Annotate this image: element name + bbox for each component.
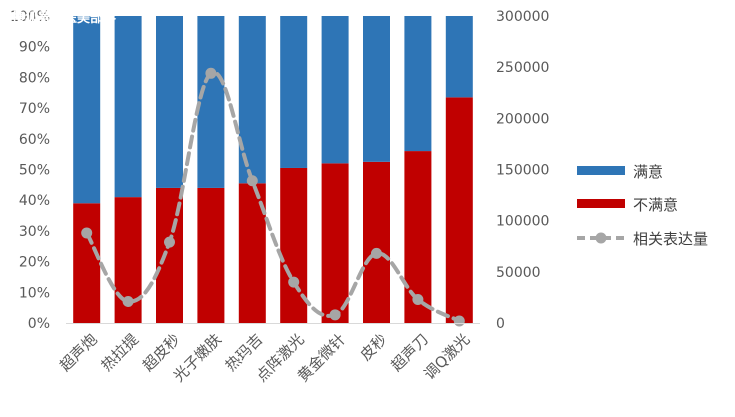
right-tick-label: 150000	[496, 163, 549, 179]
line-marker	[246, 175, 258, 187]
bar-dissatisfied	[73, 203, 101, 323]
bar-satisfied	[445, 16, 473, 98]
line-marker	[288, 276, 300, 288]
left-tick-label: 0%	[28, 316, 50, 332]
line-marker	[81, 227, 93, 239]
bar-satisfied	[73, 16, 101, 204]
legend: 满意 不满意 相关表达量	[577, 163, 708, 248]
line-series-group	[81, 67, 465, 327]
bar-dissatisfied	[445, 97, 473, 323]
line-marker	[205, 67, 217, 79]
left-tick-label: 30%	[19, 224, 50, 240]
bar-satisfied	[363, 16, 390, 162]
bar-satisfied	[404, 16, 432, 152]
left-tick-label: 40%	[19, 193, 50, 209]
right-tick-label: 300000	[496, 9, 549, 25]
right-tick-label: 50000	[496, 265, 541, 281]
bar-satisfied	[280, 16, 308, 168]
legend-swatch-dissatisfied	[577, 199, 625, 208]
legend-label-line: 相关表达量	[633, 230, 708, 248]
line-marker	[371, 247, 382, 259]
right-tick-label: 200000	[496, 111, 549, 127]
line-marker	[164, 236, 175, 248]
line-marker	[453, 315, 465, 327]
legend-label-satisfied: 满意	[633, 163, 663, 181]
line-marker	[412, 293, 424, 305]
right-tick-label: 250000	[496, 60, 549, 76]
legend-swatch-satisfied	[577, 166, 625, 175]
left-tick-label: 20%	[19, 255, 50, 271]
left-y-axis: 0% 10% 20% 30% 40% 50% 60% 70% 80% 90% 100%	[10, 9, 50, 332]
bar-satisfied	[156, 16, 183, 188]
category-label: 皮秒	[357, 330, 391, 364]
bars-group	[73, 16, 473, 323]
left-tick-label: 80%	[19, 70, 50, 86]
line-marker	[122, 296, 134, 308]
category-label: 调Q激光	[420, 330, 473, 383]
category-label: 超声炮	[56, 330, 101, 375]
left-tick-label: 60%	[19, 132, 50, 148]
left-tick-label: 100%	[10, 9, 50, 25]
line-path	[84, 70, 462, 323]
bar-satisfied	[197, 16, 225, 188]
left-tick-label: 50%	[19, 163, 50, 179]
bar-dissatisfied	[321, 163, 349, 323]
bar-dissatisfied	[363, 161, 390, 323]
left-tick-label: 70%	[19, 101, 50, 117]
bar-satisfied	[114, 16, 142, 198]
bar-dissatisfied	[197, 187, 225, 323]
bar-satisfied	[321, 16, 349, 164]
watermark: 搜狐号@医美部落	[12, 10, 117, 26]
legend-swatch-marker	[595, 232, 607, 244]
line-marker	[329, 309, 341, 321]
legend-label-dissatisfied: 不满意	[633, 196, 678, 214]
left-tick-label: 10%	[19, 285, 50, 301]
category-label: 热拉提	[98, 330, 143, 375]
right-tick-label: 0	[496, 316, 505, 332]
right-y-axis: 0 50000 100000 150000 200000 250000 300000	[496, 9, 549, 332]
left-tick-label: 90%	[19, 40, 50, 56]
right-tick-label: 100000	[496, 214, 549, 230]
